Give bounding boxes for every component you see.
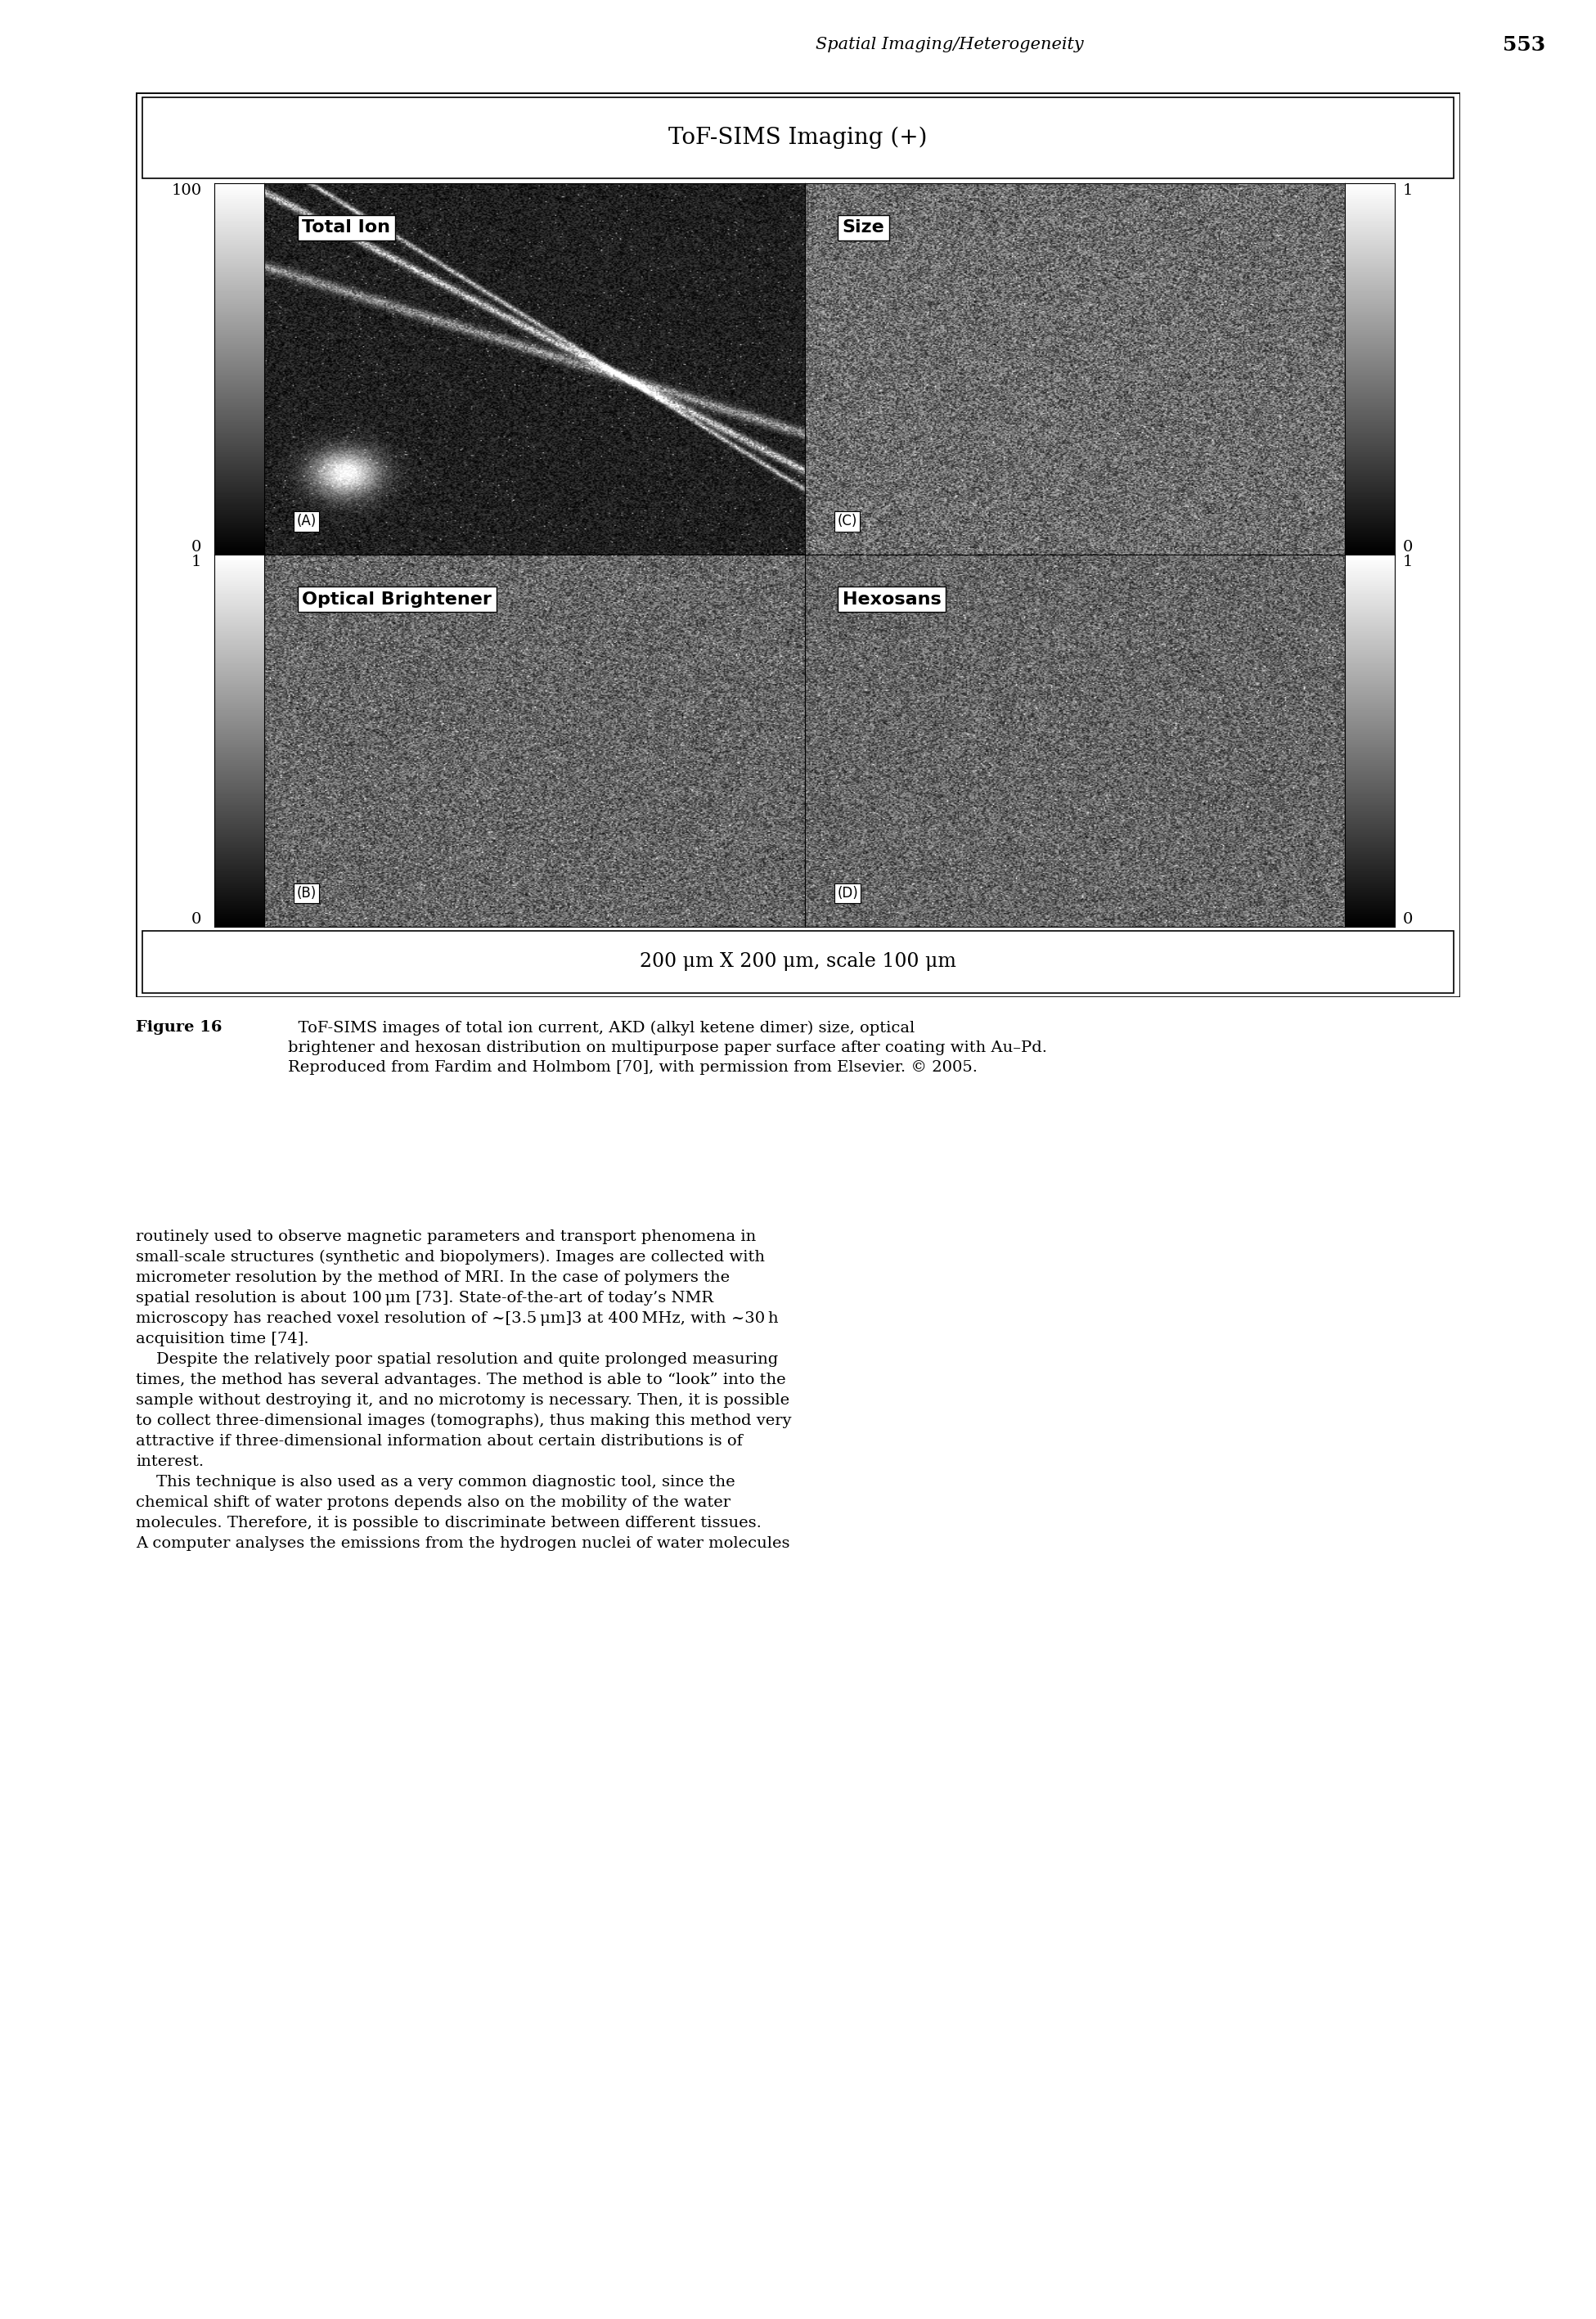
- Text: (A): (A): [297, 515, 316, 529]
- Text: 0: 0: [1403, 911, 1412, 928]
- Bar: [142, 97, 1454, 179]
- Text: 553: 553: [1503, 35, 1545, 56]
- Text: 1: 1: [1403, 554, 1412, 570]
- Bar: [142, 932, 1454, 993]
- Text: Spatial Imaging/Heterogeneity: Spatial Imaging/Heterogeneity: [816, 37, 1084, 53]
- Text: (B): (B): [297, 886, 316, 900]
- Text: 1: 1: [192, 554, 201, 570]
- Text: 1: 1: [1403, 183, 1412, 197]
- Text: 100: 100: [171, 183, 201, 197]
- Text: 0: 0: [192, 911, 201, 928]
- Text: 0: 0: [1403, 540, 1412, 554]
- Text: Total Ion: Total Ion: [302, 220, 391, 237]
- Text: Figure 16: Figure 16: [136, 1020, 222, 1034]
- Text: ToF-SIMS Imaging (+): ToF-SIMS Imaging (+): [669, 128, 927, 148]
- Text: 0: 0: [192, 540, 201, 554]
- Text: (C): (C): [836, 515, 857, 529]
- Text: Optical Brightener: Optical Brightener: [302, 591, 492, 608]
- Text: Hexosans: Hexosans: [843, 591, 942, 608]
- Text: (D): (D): [836, 886, 859, 900]
- Text: Size: Size: [843, 220, 884, 237]
- Text: routinely used to observe magnetic parameters and transport phenomena in
small-s: routinely used to observe magnetic param…: [136, 1229, 792, 1551]
- Text: ToF-SIMS images of total ion current, AKD (alkyl ketene dimer) size, optical
bri: ToF-SIMS images of total ion current, AK…: [287, 1020, 1047, 1076]
- Text: 200 μm X 200 μm, scale 100 μm: 200 μm X 200 μm, scale 100 μm: [640, 953, 956, 972]
